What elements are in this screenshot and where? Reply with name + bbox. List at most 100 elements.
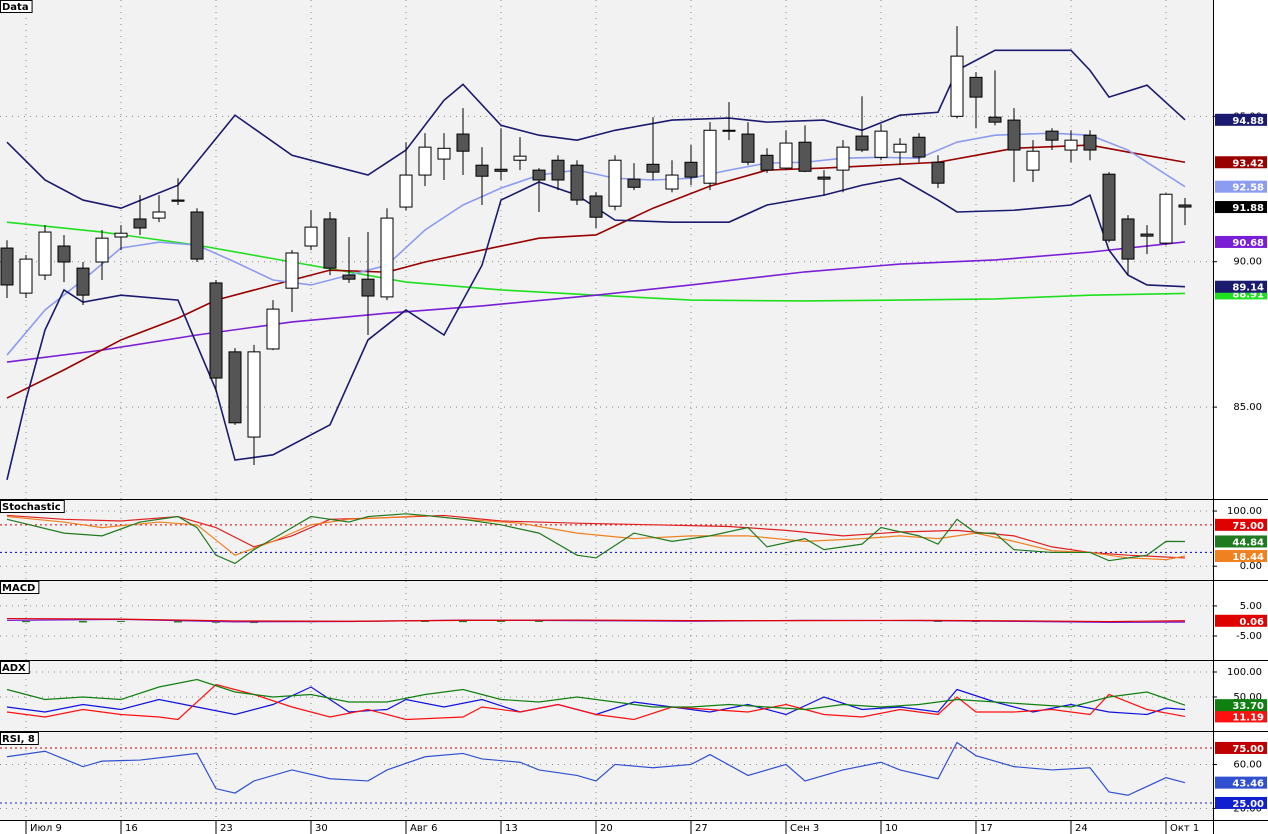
candle-body (1178, 204, 1192, 208)
candle-body (1102, 173, 1116, 241)
candle-body (532, 169, 546, 181)
candle-body (1140, 233, 1154, 237)
candle-body (760, 154, 774, 171)
x-tick-label: Сен 3 (790, 823, 819, 834)
candle-body (1026, 150, 1040, 171)
x-tick-label: Июл 9 (30, 823, 62, 834)
candle-body (152, 211, 166, 219)
x-tick-label: Авг 6 (410, 823, 438, 834)
candle-body (646, 163, 660, 173)
candle-body (893, 143, 907, 153)
x-tick-label: Окт 1 (1170, 823, 1199, 834)
histogram-bar (934, 620, 942, 622)
value-tag: 93.42 (1232, 158, 1264, 169)
indicator-line (6, 514, 1186, 561)
candle-body (1045, 130, 1059, 141)
y-tick-label: 100.00 (1227, 667, 1262, 678)
value-tag: 44.84 (1232, 537, 1264, 548)
x-tick-label: 20 (600, 823, 613, 834)
y-tick-label: 60.00 (1233, 759, 1262, 770)
y-tick-label: 90.00 (1233, 257, 1262, 268)
panel-bg (0, 0, 1213, 499)
value-tag-bg (1215, 235, 1267, 248)
candle-body (817, 176, 831, 180)
x-tick-label: 17 (980, 823, 993, 834)
histogram-bar (22, 620, 30, 623)
value-tag-bg (1215, 550, 1267, 563)
panel-title: Data (2, 2, 29, 13)
y-tick-label: -5.00 (1236, 631, 1262, 642)
value-tag-bg (1215, 776, 1267, 789)
candle-body (1159, 193, 1173, 244)
histogram-bar (117, 620, 125, 622)
candle-body (779, 142, 793, 169)
panel-title: Stochastic (2, 502, 61, 513)
candle-body (190, 211, 204, 260)
candle-body (589, 195, 603, 218)
value-tag-bg (1215, 518, 1267, 531)
indicator-line (6, 514, 1186, 559)
indicator-line (6, 617, 1186, 623)
candle-body (399, 174, 413, 208)
value-tag: 88.91 (1232, 289, 1264, 300)
x-tick-label: 10 (885, 823, 898, 834)
indicator-line (6, 513, 1186, 565)
histogram-bar (174, 620, 182, 623)
value-tag: 43.46 (1232, 779, 1264, 790)
y-tick-label: 0.00 (1240, 561, 1262, 572)
candle-body (171, 199, 185, 202)
value-tag: 0.06 (1239, 617, 1264, 628)
value-tag: 92.58 (1232, 183, 1264, 194)
candle-body (342, 274, 356, 280)
candle-body (323, 218, 337, 269)
x-tick-label: 23 (220, 823, 233, 834)
candle-body (19, 258, 33, 294)
value-tag: 89.14 (1232, 283, 1264, 294)
candle-body (570, 164, 584, 201)
value-tag: 18.44 (1232, 552, 1264, 563)
value-tag: 91.88 (1232, 203, 1264, 214)
candle-body (836, 146, 850, 171)
candle-body (874, 130, 888, 158)
value-tag: 75.00 (1232, 744, 1264, 755)
candle-body (38, 231, 52, 276)
indicator-line (6, 683, 1186, 721)
panel-bg (0, 500, 1213, 580)
x-tick-label: 30 (315, 823, 328, 834)
value-tag-bg (1215, 741, 1267, 754)
histogram-bar (535, 620, 543, 622)
panel-bg (0, 661, 1213, 731)
x-tick-label: 16 (125, 823, 138, 834)
y-tick-label: 5.00 (1240, 601, 1262, 612)
candle-body (1007, 119, 1021, 151)
candle-body (247, 351, 261, 438)
value-tag-bg (1215, 201, 1267, 214)
candle-body (513, 155, 527, 161)
histogram-bar (497, 620, 505, 622)
panel-title-box (0, 500, 65, 513)
panel-title-box (0, 661, 30, 674)
histogram-bar (459, 620, 467, 623)
value-tag-bg (1215, 180, 1267, 193)
value-tag: 11.19 (1232, 712, 1264, 723)
candle-body (361, 278, 375, 297)
candle-body (608, 159, 622, 207)
panel-title-box (0, 0, 33, 13)
candle-body (0, 247, 14, 286)
value-tag-bg (1215, 614, 1267, 627)
indicator-line (6, 686, 1186, 716)
candle-body (304, 226, 318, 247)
candle-body (1083, 134, 1097, 151)
panel-title: MACD (2, 583, 35, 594)
value-tag: 94.88 (1232, 116, 1264, 127)
panel-title: RSI, 8 (2, 734, 35, 745)
indicator-line (6, 618, 1186, 624)
candle-body (475, 164, 489, 177)
value-tag-bg (1215, 535, 1267, 548)
candle-body (380, 217, 394, 298)
indicator-line (6, 144, 1186, 399)
value-tag-bg (1215, 710, 1267, 723)
candle-body (931, 161, 945, 184)
indicator-line (6, 678, 1186, 711)
